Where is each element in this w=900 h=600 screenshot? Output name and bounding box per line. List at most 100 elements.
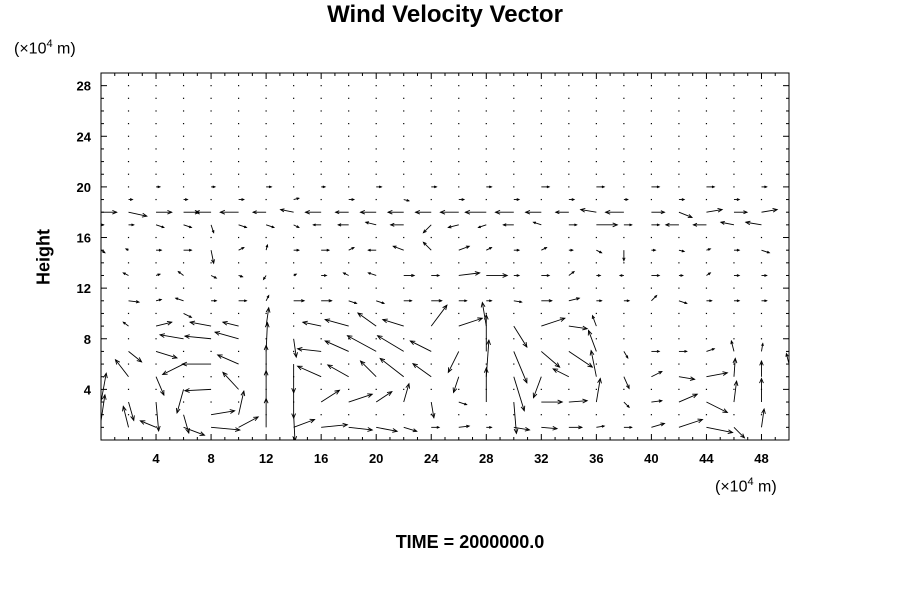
grid-dot [182, 173, 185, 175]
grid-dot [127, 312, 130, 315]
grid-dot [458, 363, 460, 365]
grid-dot [760, 262, 763, 264]
grid-dot [182, 287, 185, 289]
wind-vector [623, 299, 631, 303]
grid-dot [760, 325, 763, 327]
grid-dot [650, 85, 652, 87]
grid-dot [182, 350, 185, 353]
wind-vector [414, 209, 432, 215]
grid-dot [293, 123, 295, 125]
grid-dot [513, 173, 515, 175]
wind-vector [128, 401, 135, 422]
grid-dot [595, 85, 597, 87]
grid-dot [733, 186, 735, 188]
grid-dot [623, 97, 625, 99]
grid-dot [293, 173, 295, 175]
grid-dot [155, 135, 157, 137]
wind-vector [651, 399, 664, 403]
grid-dot [293, 85, 295, 87]
wind-vector [706, 426, 734, 435]
wind-vector [174, 297, 184, 302]
wind-vector [177, 270, 184, 276]
grid-dot [733, 388, 735, 390]
grid-dot [513, 123, 515, 125]
grid-dot [348, 160, 350, 163]
grid-dot [513, 312, 515, 315]
grid-dot [513, 338, 515, 340]
wind-vector [733, 427, 746, 439]
grid-dot [595, 148, 597, 150]
wind-vector [210, 224, 215, 234]
wind-vector [524, 209, 542, 215]
grid-dot [265, 85, 267, 87]
grid-dot [458, 123, 460, 125]
grid-dot [568, 135, 570, 137]
wind-vector [158, 333, 184, 340]
grid-dot [458, 160, 460, 163]
x-tick-label: 48 [754, 451, 768, 466]
wind-vector [101, 372, 108, 403]
grid-dot [403, 312, 405, 315]
grid-dot [540, 173, 542, 175]
grid-dot [678, 148, 680, 150]
grid-dot [733, 123, 735, 125]
grid-dot [568, 110, 570, 112]
grid-dot [705, 135, 708, 137]
wind-vector [265, 294, 270, 301]
grid-dot [238, 173, 240, 175]
grid-dot [430, 123, 432, 125]
wind-vector [386, 209, 404, 215]
grid-dot [485, 312, 487, 315]
wind-vector [359, 209, 377, 215]
wind-vector [296, 365, 322, 378]
grid-dot [458, 312, 460, 315]
grid-dot [127, 148, 130, 150]
grid-dot [623, 160, 625, 163]
grid-dot [430, 198, 432, 201]
grid-dot [458, 236, 460, 239]
grid-dot [458, 148, 460, 150]
grid-dot [568, 236, 570, 239]
wind-vector [513, 300, 523, 304]
grid-dot [403, 135, 405, 137]
grid-dot [705, 123, 708, 125]
wind-vector [651, 370, 663, 378]
grid-dot [733, 312, 735, 315]
grid-dot [595, 135, 597, 137]
wind-vector [623, 425, 633, 429]
wind-vector [183, 414, 190, 435]
wind-vector [321, 299, 333, 303]
grid-dot [155, 236, 157, 239]
wind-vector [622, 250, 626, 262]
grid-dot [155, 287, 157, 289]
grid-dot [513, 85, 515, 87]
grid-dot [568, 85, 570, 87]
wind-vector [293, 338, 298, 359]
wind-vector [211, 426, 241, 432]
grid-dot [540, 123, 542, 125]
grid-dot [375, 388, 377, 390]
grid-dot [678, 262, 680, 264]
grid-dot [403, 148, 405, 150]
wind-vector [265, 243, 269, 251]
grid-dot [182, 123, 185, 125]
grid-dot [127, 388, 130, 390]
grid-dot [182, 97, 185, 99]
grid-dot [595, 312, 597, 315]
grid-dot [127, 262, 130, 264]
grid-dot [595, 110, 597, 112]
grid-dot [623, 325, 625, 327]
grid-dot [485, 97, 487, 99]
wind-vector [458, 317, 484, 327]
y-tick-label: 16 [77, 231, 91, 246]
wind-vector [321, 274, 328, 277]
wind-vector [403, 199, 411, 202]
wind-vector [183, 334, 212, 340]
grid-dot [485, 287, 487, 289]
wind-vector [210, 275, 218, 279]
grid-dot [458, 414, 460, 416]
wind-vector [733, 379, 739, 403]
grid-dot [760, 312, 763, 315]
wind-vector [541, 351, 561, 368]
grid-dot [568, 287, 570, 289]
